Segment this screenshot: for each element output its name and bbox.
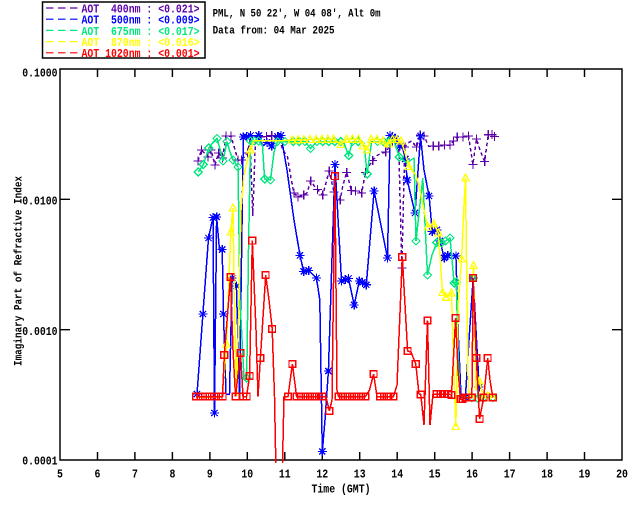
svg-text:0.0100: 0.0100 [22,195,57,209]
svg-text:Imaginary Part of Refractive I: Imaginary Part of Refractive Index [13,175,25,366]
svg-text:14: 14 [391,467,403,481]
svg-text:7: 7 [132,467,138,481]
svg-text:18: 18 [541,467,553,481]
svg-text:0.0001: 0.0001 [22,455,57,469]
svg-text:AOT 870nm : <0.016>: AOT 870nm : <0.016> [82,36,200,50]
svg-text:10: 10 [241,467,253,481]
svg-text:8: 8 [170,467,176,481]
svg-text:15: 15 [429,467,441,481]
svg-text:PML, N 50 22', W 04 08', Alt 0: PML, N 50 22', W 04 08', Alt 0m [213,9,381,21]
svg-text:5: 5 [57,467,63,481]
svg-text:16: 16 [466,467,478,481]
svg-text:Time (GMT): Time (GMT) [312,483,371,497]
svg-text:12: 12 [316,467,328,481]
svg-text:Data from: 04 Mar 2025: Data from: 04 Mar 2025 [213,25,335,37]
svg-text:AOT 500nm : <0.009>: AOT 500nm : <0.009> [82,14,200,28]
svg-text:0.1000: 0.1000 [22,67,57,81]
svg-text:13: 13 [354,467,366,481]
svg-text:AOT 675nm : <0.017>: AOT 675nm : <0.017> [82,25,200,39]
svg-text:20: 20 [616,467,628,481]
svg-text:19: 19 [579,467,591,481]
svg-text:11: 11 [279,467,291,481]
svg-text:17: 17 [504,467,516,481]
svg-text:9: 9 [207,467,213,481]
svg-text:6: 6 [95,467,101,481]
svg-text:0.0010: 0.0010 [22,325,57,339]
svg-text:AOT 1020nm : <0.001>: AOT 1020nm : <0.001> [82,47,200,61]
svg-text:AOT 400nm : <0.021>: AOT 400nm : <0.021> [82,2,200,16]
